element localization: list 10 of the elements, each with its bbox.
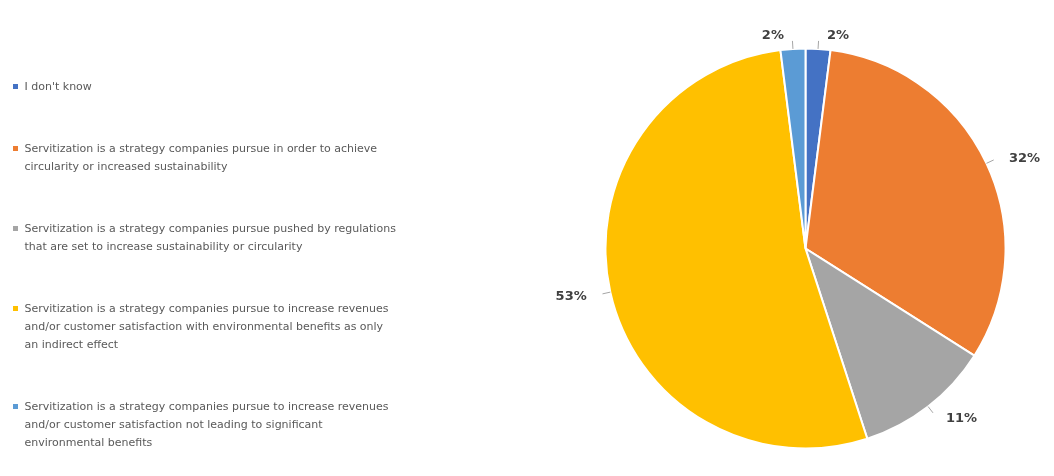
data-label: 11% [945, 410, 978, 426]
legend-label: Servitization is a strategy companies pursue to increase revenues and/or customer satisfaction not leading to significant environmental benefits [24, 400, 389, 449]
data-label: 2% [761, 27, 784, 43]
legend-label: Servitization is a strategy companies pursue pushed by regulations that are set to increase sustainability or circularity [24, 222, 397, 253]
data-label: 2% [827, 27, 850, 43]
legend-label: Servitization is a strategy companies pursue to increase revenues and/or customer satisfaction with environmental benefits as only an indirect effect [24, 302, 389, 351]
data-label: 32% [1008, 149, 1041, 165]
legend-label: Servitization is a strategy companies pursue in order to achieve circularity or increased sustainability [24, 142, 378, 173]
data-label: 53% [555, 287, 587, 303]
legend-label: I don't know [24, 80, 92, 93]
